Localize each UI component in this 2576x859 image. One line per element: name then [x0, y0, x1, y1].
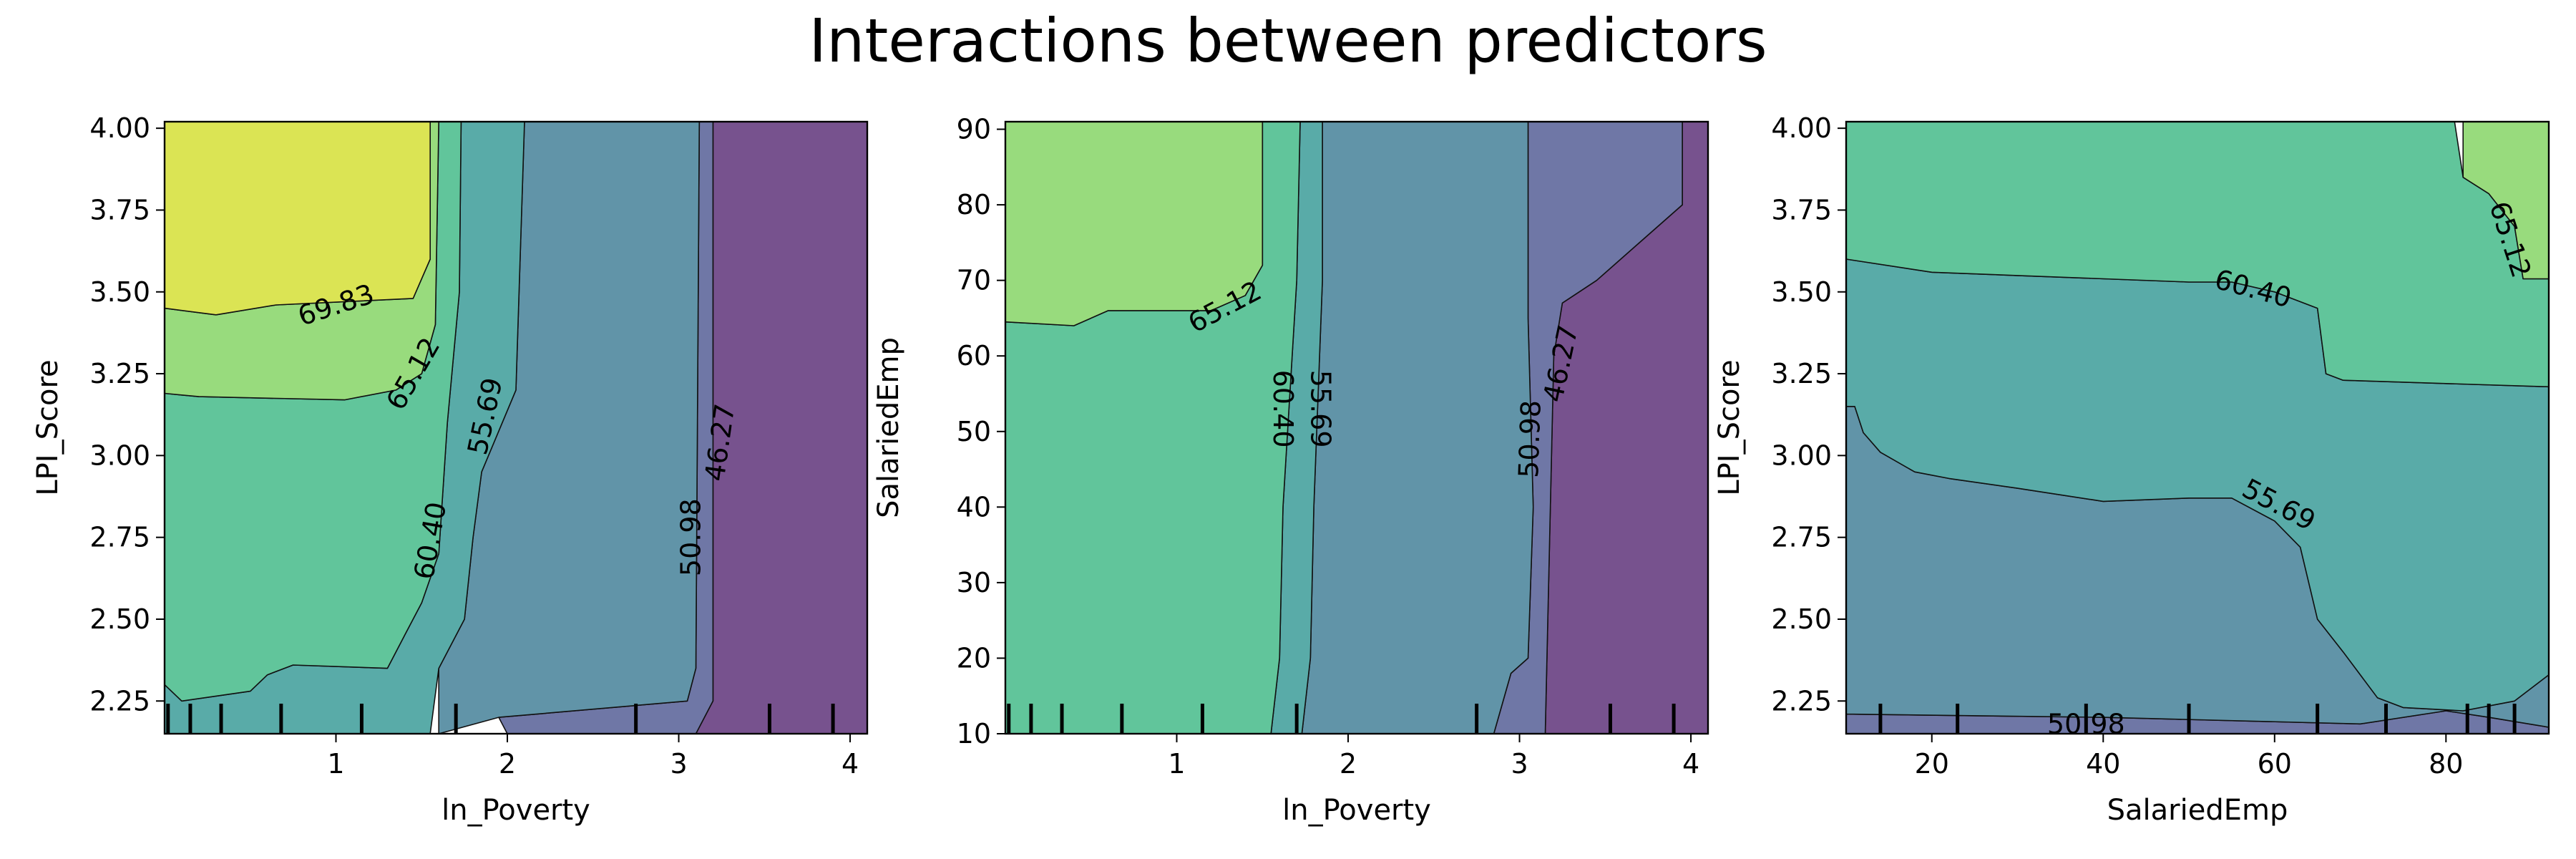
y-axis-label: LPI_Score [1713, 359, 1746, 495]
x-tick-label: 60 [2258, 748, 2292, 780]
x-tick-label: 40 [2086, 748, 2120, 780]
y-axis-label: LPI_Score [31, 359, 64, 495]
x-tick-label: 20 [1915, 748, 1949, 780]
contour-label: 50.98 [675, 498, 706, 576]
plot-frame [1004, 120, 1709, 735]
y-axis-label: SalariedEmp [872, 337, 905, 518]
y-tick-label: 2.50 [1771, 603, 1832, 635]
y-tick-label: 3.25 [89, 358, 150, 389]
contour-label: 60.40 [1267, 370, 1299, 448]
y-tick-label: 80 [957, 189, 991, 220]
y-tick-label: 40 [957, 491, 991, 523]
y-tick-label: 2.50 [89, 603, 150, 635]
contour-label: 55.69 [1305, 370, 1337, 448]
contour-label: 50.98 [1513, 399, 1547, 478]
x-tick-label: 2 [499, 748, 516, 780]
y-tick-label: 4.00 [1771, 112, 1832, 144]
x-tick-label: 1 [327, 748, 344, 780]
x-tick-label: 80 [2429, 748, 2463, 780]
y-tick-label: 3.50 [1771, 276, 1832, 308]
contour-band [1005, 122, 1264, 326]
y-tick-label: 90 [957, 114, 991, 145]
y-tick-label: 10 [957, 718, 991, 749]
y-tick-label: 3.75 [89, 194, 150, 225]
figure-title: Interactions between predictors [809, 6, 1767, 76]
y-tick-label: 2.75 [89, 522, 150, 553]
y-tick-label: 50 [957, 416, 991, 447]
x-axis-label: SalariedEmp [2107, 794, 2288, 827]
y-tick-label: 3.75 [1771, 194, 1832, 225]
y-tick-label: 20 [957, 642, 991, 674]
x-tick-label: 4 [1682, 748, 1699, 780]
contour-band [165, 122, 431, 316]
y-tick-label: 3.50 [89, 276, 150, 308]
y-tick-label: 3.00 [1771, 440, 1832, 471]
y-tick-label: 2.25 [89, 685, 150, 717]
x-tick-label: 3 [1511, 748, 1528, 780]
y-tick-label: 2.25 [1771, 685, 1832, 717]
x-axis-label: ln_Poverty [441, 794, 590, 827]
y-tick-label: 30 [957, 567, 991, 598]
y-tick-label: 3.00 [89, 440, 150, 471]
x-tick-label: 4 [841, 748, 859, 780]
y-tick-label: 70 [957, 265, 991, 296]
y-tick-label: 3.25 [1771, 358, 1832, 389]
y-tick-label: 2.75 [1771, 522, 1832, 553]
plot-frame [163, 120, 869, 735]
y-tick-label: 60 [957, 340, 991, 372]
x-tick-label: 3 [670, 748, 687, 780]
plot-frame [1845, 120, 2550, 735]
x-tick-label: 1 [1168, 748, 1185, 780]
x-axis-label: ln_Poverty [1282, 794, 1431, 827]
contour-band [2462, 122, 2549, 280]
y-tick-label: 4.00 [89, 112, 150, 144]
x-tick-label: 2 [1340, 748, 1357, 780]
